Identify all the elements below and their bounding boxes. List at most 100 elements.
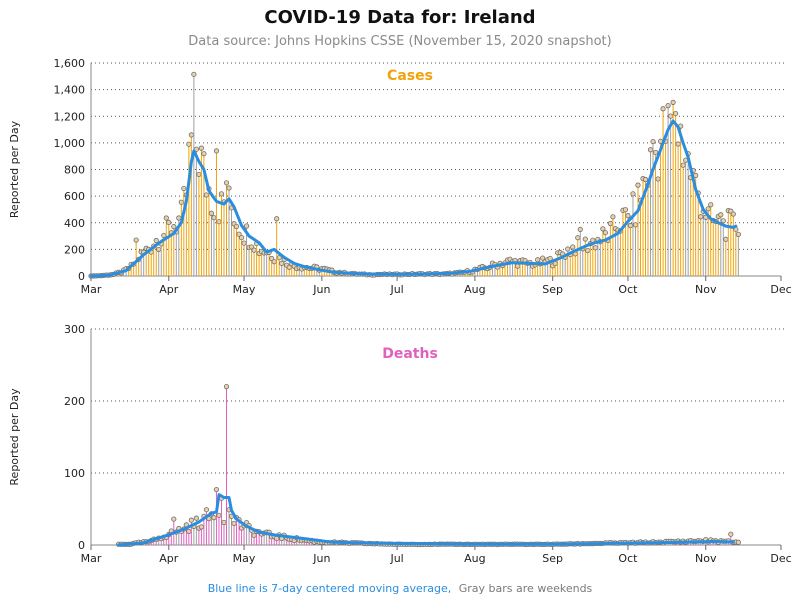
x-tick-label: Mar [81,283,102,296]
data-point [600,226,606,232]
data-point [276,255,282,261]
data-point [243,223,250,229]
y-tick-label: 600 [64,190,85,203]
data-point [231,520,237,527]
y-tick-label: 1,200 [54,110,86,123]
x-tick-label: Oct [618,283,638,296]
data-point [565,246,571,252]
data-point [735,231,741,237]
data-point [705,206,711,212]
x-tick-label: Sep [542,552,563,565]
x-tick-label: Oct [618,552,638,565]
data-point [211,215,217,221]
data-point [216,219,222,225]
x-tick-label: Jul [389,552,403,565]
data-point [708,202,714,208]
data-point [193,515,199,521]
data-point [171,224,177,230]
data-point [193,146,199,152]
data-point [652,149,659,156]
data-point [233,223,240,230]
data-point [575,235,581,241]
data-point [274,216,280,222]
data-point [632,222,639,228]
x-tick-label: Nov [695,552,717,565]
chart-panels: 0 200 400 600 800 1,000 1,200 1,400 1,600 Mar Apr M… [8,57,792,565]
panel-title-deaths: Deaths [382,346,438,362]
data-point [698,214,704,220]
data-point [251,532,257,538]
y-tick-label: 0 [78,270,85,283]
data-point [577,226,583,233]
data-point [728,531,734,537]
y-tick-label: 200 [64,395,85,408]
data-point [680,162,686,168]
data-point [191,71,197,77]
y-tick-label: 1,000 [54,137,86,150]
data-point [216,512,222,518]
data-point [592,245,598,251]
data-point [133,237,139,243]
x-tick-label: Mar [81,552,102,565]
x-tick-label: Aug [464,283,485,296]
y-axis-label: Reported per Day [8,388,21,486]
y-tick-label: 1,600 [54,57,86,70]
data-point [208,210,215,216]
data-point [647,147,654,153]
data-point [186,528,192,534]
data-point [166,219,172,226]
data-point [730,211,736,217]
data-point [675,141,681,147]
data-point [241,240,247,246]
data-point [153,237,159,244]
data-point [203,192,210,198]
chart-subtitle: Data source: Johns Hopkins CSSE (Novembe… [188,34,611,49]
panel-cases: 0 200 400 600 800 1,000 1,200 1,400 1,600 Mar Apr M… [8,57,792,296]
data-point [181,185,187,192]
data-point [514,263,521,269]
data-point [673,110,679,117]
data-point [720,218,726,224]
data-point [625,213,631,219]
x-tick-label: Apr [159,552,179,565]
data-point [627,222,634,229]
data-point [213,148,220,154]
footnote-weekend-text: Gray bars are weekends [459,582,593,595]
data-point [610,214,616,220]
data-point [607,220,613,227]
y-tick-label: 0 [78,539,85,552]
data-point [670,99,676,105]
data-point [535,257,541,263]
panel-title-cases: Cases [387,68,433,84]
footnote-average-text: Blue line is 7-day centered moving avera… [208,582,452,595]
data-point [178,199,184,205]
x-tick-label: Sep [542,283,563,296]
data-point [718,212,724,218]
y-tick-label: 1,400 [54,84,86,97]
x-tick-label: Jun [312,283,330,296]
data-point [271,259,277,265]
data-point [226,185,232,191]
data-point [223,180,230,186]
y-axis-label: Reported per Day [8,120,21,218]
y-tick-label: 100 [64,467,85,480]
x-tick-label: Jun [312,552,330,565]
data-point [163,215,169,221]
data-point [236,231,242,237]
moving-average-line [117,493,735,547]
x-tick-label: Nov [695,283,717,296]
x-tick-label: May [233,552,256,565]
data-point [655,176,661,182]
x-tick-label: Apr [159,283,179,296]
data-point [203,507,210,513]
data-point [602,230,608,236]
y-tick-label: 200 [64,243,85,256]
data-point [176,215,182,221]
data-point [223,383,230,390]
data-point [186,141,192,147]
footnote: Blue line is 7-day centered moving avera… [208,582,593,595]
data-point [221,519,227,526]
data-point [723,236,729,242]
